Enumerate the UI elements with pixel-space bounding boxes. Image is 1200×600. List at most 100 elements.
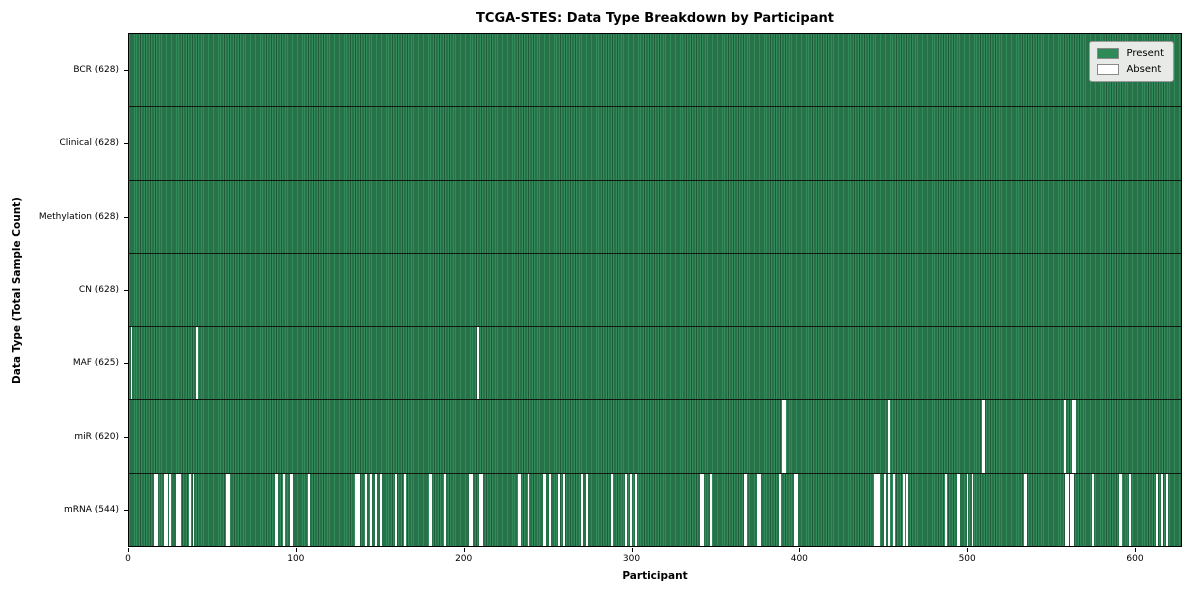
absent-stripe (130, 327, 133, 400)
absent-stripe (169, 473, 171, 546)
absent-stripe (887, 400, 890, 473)
y-tick-label: mRNA (544) (64, 505, 119, 516)
absent-stripe (892, 473, 895, 546)
y-tick-label: miR (620) (74, 431, 119, 442)
absent-stripe (782, 400, 785, 473)
y-axis-labels: BCR (628) Clinical (628) Methylation (628)… (0, 33, 128, 547)
absent-stripe (430, 473, 433, 546)
absent-stripe (562, 473, 565, 546)
x-tick-mark (799, 548, 801, 552)
absent-stripe (1023, 473, 1026, 546)
y-tick-mark (124, 510, 128, 512)
heatmap-row-MAF (129, 327, 1181, 401)
absent-stripe (778, 473, 781, 546)
legend: Present Absent (1089, 41, 1174, 82)
absent-stripe (175, 473, 178, 546)
absent-stripe (470, 473, 473, 546)
y-tick-label: CN (628) (78, 285, 119, 295)
absent-stripe (274, 473, 277, 546)
heatmap-row-Clinical (129, 107, 1181, 181)
heatmap-row-CN (129, 253, 1181, 328)
absent-stripe (1063, 400, 1066, 473)
absent-stripe (884, 473, 887, 546)
absent-stripe (192, 473, 195, 546)
absent-stripe (887, 473, 890, 546)
x-tick-mark (463, 548, 465, 552)
absent-stripe (783, 400, 786, 473)
x-tick-label: 0 (125, 554, 131, 564)
absent-stripe (164, 473, 166, 546)
absent-stripe (356, 473, 359, 546)
absent-stripe (795, 473, 798, 546)
absent-stripe (1119, 473, 1121, 546)
absent-stripe (549, 473, 552, 546)
absent-stripe (1072, 400, 1074, 473)
absent-stripe (757, 473, 759, 546)
absent-stripe (745, 473, 748, 546)
absent-stripe (196, 327, 198, 400)
absent-stripe (227, 473, 230, 546)
y-tick-mark (124, 290, 128, 291)
y-tick-mark (124, 363, 128, 365)
absent-stripe (1155, 473, 1158, 546)
y-tick-mark (124, 143, 128, 145)
heatmap-row-mRNA (129, 473, 1181, 546)
legend-entry-absent: Absent (1097, 64, 1164, 75)
absent-stripe (1067, 473, 1069, 546)
y-tick-label: Methylation (628) (38, 211, 119, 222)
heatmap-row-BCR (129, 34, 1181, 108)
absent-stripe (165, 473, 168, 546)
x-axis-title: Participant (622, 570, 688, 582)
absent-stripe (542, 473, 545, 546)
y-tick-label: BCR (628) (73, 64, 119, 75)
legend-entry-present: Present (1097, 48, 1164, 59)
x-tick-label: 600 (1126, 554, 1144, 564)
absent-stripe (1092, 473, 1094, 546)
x-tick-mark (631, 548, 633, 552)
legend-swatch-present-icon (1097, 48, 1120, 59)
absent-stripe (557, 473, 560, 546)
absent-stripe (624, 473, 627, 546)
absent-stripe (1072, 473, 1074, 546)
heatmap-row-Methylation (129, 180, 1181, 254)
y-tick-mark (124, 436, 128, 438)
absent-stripe (365, 473, 367, 546)
absent-stripe (226, 473, 228, 546)
absent-stripe (189, 473, 192, 546)
absent-stripe (477, 327, 480, 400)
absent-stripe (308, 473, 311, 546)
y-tick-label: Clinical (628) (59, 138, 119, 149)
absent-stripe (1065, 473, 1068, 546)
absent-stripe (611, 473, 614, 546)
absent-stripe (358, 473, 361, 546)
absent-stripe (586, 473, 589, 546)
absent-stripe (1120, 473, 1123, 546)
absent-stripe (758, 473, 761, 546)
absent-stripe (155, 473, 158, 546)
legend-label-absent: Absent (1126, 64, 1162, 75)
x-axis-ticks: 0 100 200 300 400 500 600 (125, 547, 1182, 571)
heatmap-row-miR (129, 400, 1181, 474)
y-tick-mark (124, 69, 128, 71)
absent-stripe (581, 473, 584, 546)
x-tick-label: 500 (958, 554, 976, 564)
absent-stripe (276, 473, 279, 546)
plot-area: Present Absent (128, 33, 1182, 547)
x-tick-mark (128, 548, 129, 552)
absent-stripe (517, 473, 520, 546)
absent-stripe (289, 473, 292, 546)
absent-stripe (443, 473, 446, 546)
absent-stripe (1025, 473, 1027, 546)
absent-stripe (355, 473, 357, 546)
absent-stripe (710, 473, 713, 546)
absent-stripe (469, 473, 471, 546)
absent-stripe (1073, 400, 1076, 473)
absent-stripe (906, 473, 909, 546)
absent-stripe (1129, 473, 1131, 546)
absent-stripe (544, 473, 547, 546)
absent-stripe (983, 400, 986, 473)
absent-stripe (1070, 473, 1073, 546)
absent-stripe (395, 473, 398, 546)
absent-stripe (902, 473, 905, 546)
